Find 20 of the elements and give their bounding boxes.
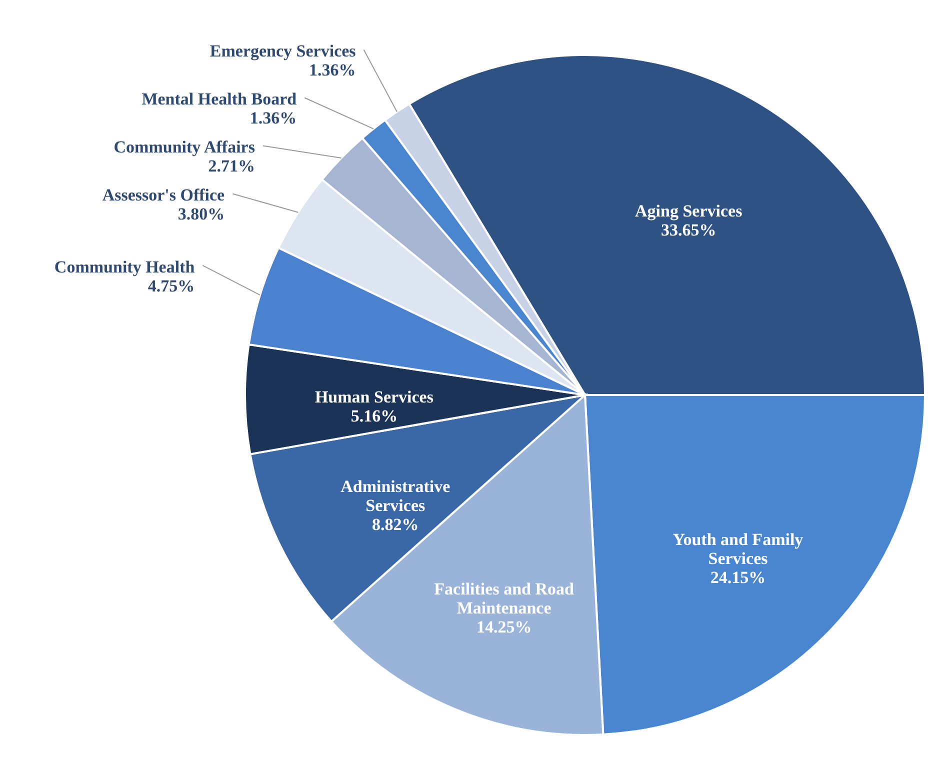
slice-label: Aging Services (635, 201, 743, 220)
data-label: 1.36% (309, 60, 356, 80)
data-label: 1.36% (250, 108, 297, 128)
slice-label: Mental Health Board (142, 90, 298, 109)
slice-label: Assessor's Office (102, 186, 226, 205)
slice-label: Community Affairs (114, 138, 256, 157)
slice-label: Human Services (314, 388, 434, 407)
slice-label: Administrative Services (340, 477, 451, 516)
data-label: 3.80% (178, 204, 225, 224)
slice-label: Emergency Services (210, 42, 356, 61)
data-label: 24.15% (710, 568, 766, 588)
data-label: 14.25% (476, 618, 532, 637)
data-label: 5.16% (350, 406, 398, 426)
data-label: 4.75% (148, 276, 195, 296)
slice-label: Youth and Family Services (672, 530, 804, 568)
data-label: 33.65% (660, 220, 716, 240)
data-label: 2.71% (208, 156, 255, 176)
slice-label: Facilities and Road Maintenance (434, 580, 574, 618)
data-label: 8.82% (372, 515, 419, 534)
slice-label: Community Health (54, 257, 196, 276)
